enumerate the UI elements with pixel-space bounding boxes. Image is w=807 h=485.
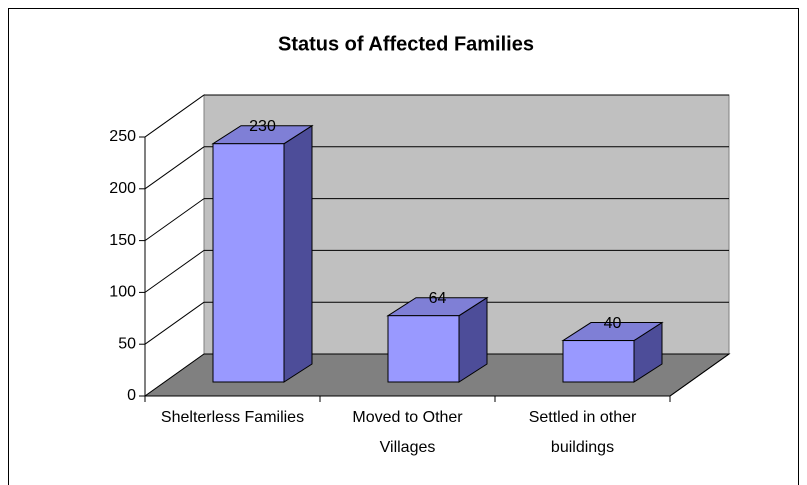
side-wall: [144, 94, 205, 397]
bar: [562, 340, 635, 383]
x-tick-label: Moved to Other Villages: [352, 409, 463, 456]
grid-line: [144, 94, 205, 138]
grid-line: [144, 198, 205, 242]
x-tick-label: Settled in other buildings: [528, 409, 637, 456]
data-label: 64: [429, 290, 447, 307]
grid-line: [144, 146, 205, 190]
data-label: 40: [604, 315, 622, 332]
grid-line: [144, 249, 205, 293]
grid-line: [144, 301, 205, 345]
bar-side: [283, 124, 313, 383]
y-tick-label: 200: [109, 180, 136, 197]
x-tick-label: Shelterless Families: [160, 409, 305, 426]
y-tick-label: 50: [118, 335, 136, 352]
data-label: 230: [249, 118, 276, 135]
chart-title: Status of Affected Families: [278, 33, 534, 55]
y-tick-label: 0: [127, 387, 136, 404]
y-tick-label: 150: [109, 232, 136, 249]
bar: [387, 315, 460, 383]
x-axis-depth: [669, 353, 730, 397]
y-tick-label: 100: [109, 284, 136, 301]
y-tick-label: 250: [109, 128, 136, 145]
bar: [212, 143, 285, 383]
